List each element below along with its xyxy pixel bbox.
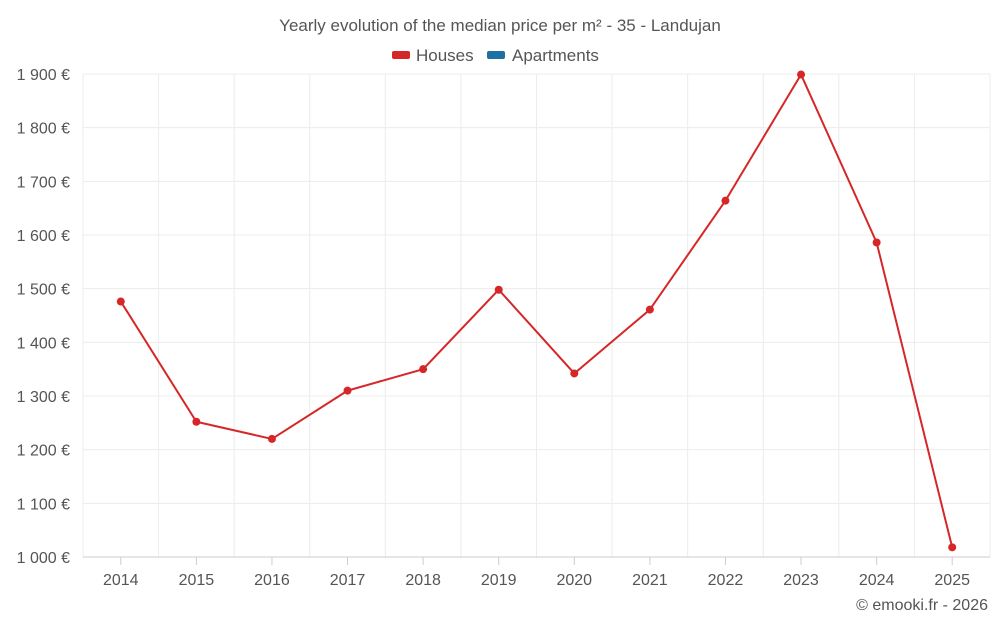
x-tick-label: 2023 <box>783 572 819 589</box>
x-tick-label: 2015 <box>179 572 215 589</box>
legend: Houses Apartments <box>392 46 599 65</box>
legend-item-apartments[interactable]: Apartments <box>487 46 599 65</box>
y-tick-label: 1 100 € <box>17 496 70 513</box>
legend-item-houses[interactable]: Houses <box>392 46 474 65</box>
series-line-houses <box>119 73 954 548</box>
y-tick-label: 1 300 € <box>17 389 70 406</box>
x-axis: 2014 2015 2016 2017 2018 2019 2020 2021 2022 2023… <box>83 556 990 589</box>
legend-swatch-apartments <box>487 51 505 59</box>
x-tick-label: 2014 <box>103 572 139 589</box>
data-point-2023[interactable] <box>797 70 806 79</box>
legend-label-apartments: Apartments <box>512 46 599 65</box>
data-point-2025[interactable] <box>948 543 957 552</box>
y-tick-label: 1 000 € <box>17 550 70 567</box>
y-tick-label: 1 400 € <box>17 335 70 352</box>
y-tick-label: 1 900 € <box>17 67 70 84</box>
data-point-2017[interactable] <box>343 386 352 395</box>
chart-title: Yearly evolution of the median price per… <box>279 16 721 35</box>
x-tick-label: 2018 <box>405 572 441 589</box>
x-tick-label: 2016 <box>254 572 290 589</box>
legend-swatch-houses <box>392 51 410 59</box>
x-tick-label: 2024 <box>859 572 895 589</box>
series-houses <box>116 70 957 552</box>
data-point-2022[interactable] <box>721 196 730 205</box>
y-tick-label: 1 600 € <box>17 228 70 245</box>
y-tick-label: 1 500 € <box>17 282 70 299</box>
grid <box>82 73 991 557</box>
data-point-2014[interactable] <box>116 297 125 306</box>
data-point-2021[interactable] <box>645 305 654 314</box>
x-tick-label: 2022 <box>708 572 744 589</box>
x-tick-label: 2019 <box>481 572 517 589</box>
data-point-2020[interactable] <box>570 369 579 378</box>
data-point-2018[interactable] <box>419 365 428 374</box>
y-tick-label: 1 800 € <box>17 121 70 138</box>
x-tick-label: 2020 <box>556 572 592 589</box>
data-point-2019[interactable] <box>494 285 503 294</box>
y-axis: 1 000 € 1 100 € 1 200 € 1 300 € 1 400 € 1 500… <box>17 67 70 567</box>
y-tick-label: 1 200 € <box>17 443 70 460</box>
data-point-2015[interactable] <box>192 417 201 426</box>
y-tick-label: 1 700 € <box>17 174 70 191</box>
data-point-2024[interactable] <box>872 238 881 247</box>
x-tick-label: 2021 <box>632 572 668 589</box>
credit-text: © emooki.fr - 2026 <box>856 597 988 614</box>
x-tick-label: 2017 <box>330 572 366 589</box>
x-tick-label: 2025 <box>934 572 970 589</box>
legend-label-houses: Houses <box>416 46 474 65</box>
data-point-2016[interactable] <box>267 434 276 443</box>
